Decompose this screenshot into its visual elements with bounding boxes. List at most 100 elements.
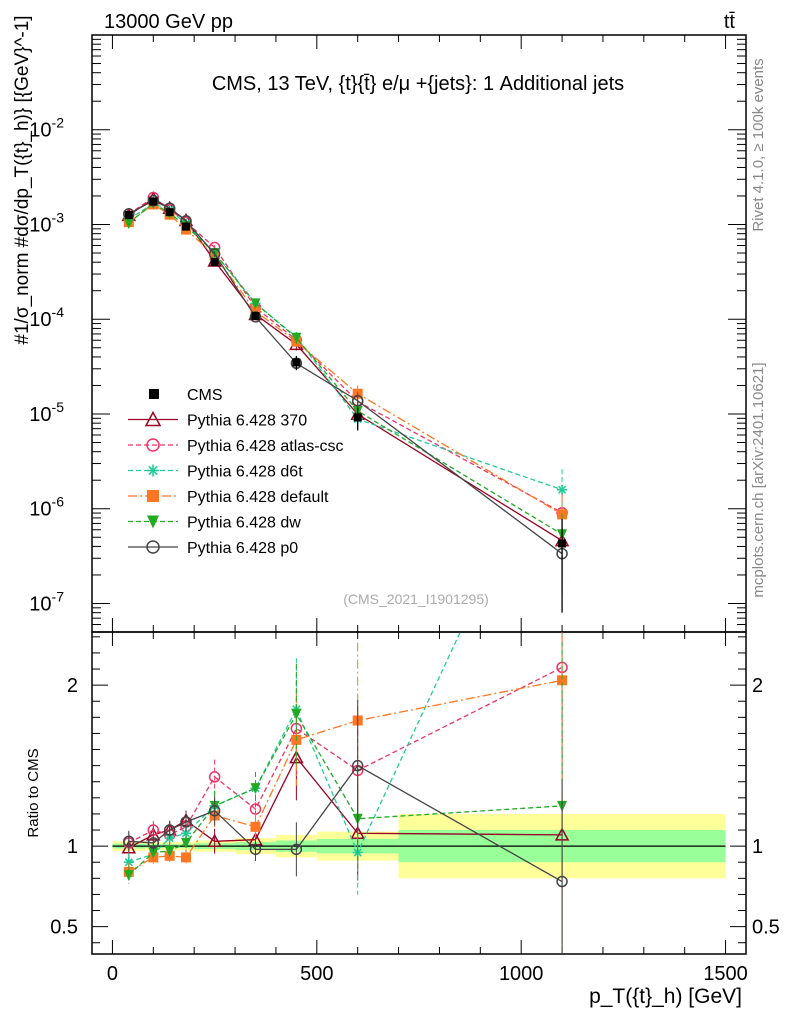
y-tick-label: 10-5 (29, 399, 64, 426)
legend-item: Pythia 6.428 p0 (128, 540, 298, 557)
x-tick-label: 1000 (499, 963, 544, 985)
ratio-point (250, 821, 261, 832)
ratio-point (164, 845, 175, 857)
legend-item: Pythia 6.428 default (128, 489, 329, 506)
circle-marker (351, 759, 364, 772)
ratio-panel-series (121, 408, 570, 954)
legend-label: CMS (187, 387, 223, 404)
ratio-point (180, 816, 192, 828)
ratio-tick-label: 2 (67, 675, 78, 697)
analysis-watermark: (CMS_2021_I1901295) (343, 591, 489, 607)
data-point (292, 358, 301, 367)
ratio-point (147, 837, 160, 849)
data-marker (149, 197, 158, 206)
mc-point (250, 298, 261, 310)
triangle-down-marker (123, 870, 134, 882)
axis-ticks: 0 500 1000 1500 10-2 10-3 10-4 10-5 10-6 10-7 0.5 0… (29, 34, 780, 985)
rivet-version-label: Rivet 4.1.0, ≥ 100k events (750, 58, 767, 231)
x-axis-label: p_T({t}_h) [GeV] (589, 985, 742, 1008)
circle-marker (208, 771, 221, 783)
ratio-point (123, 835, 135, 848)
data-point (149, 197, 158, 206)
legend-marker (146, 438, 160, 452)
circle-marker (249, 843, 262, 856)
triangle-marker (144, 410, 162, 427)
triangle-down-marker (164, 845, 175, 857)
ratio-point (291, 709, 302, 721)
y-tick-label: 10-6 (29, 494, 64, 521)
ratio-point (249, 843, 262, 856)
ratio-point (207, 833, 222, 848)
ratio-point (250, 783, 261, 795)
triangle-down-marker (250, 298, 261, 310)
circle-marker (556, 875, 568, 888)
ratio-point (208, 804, 221, 817)
legend-label: Pythia 6.428 atlas-csc (187, 438, 344, 455)
circle-marker (146, 438, 160, 452)
data-marker (124, 210, 133, 219)
circle-marker (180, 816, 192, 828)
square-marker (250, 821, 261, 832)
mc-point (291, 332, 302, 344)
ratio-panel-frame (91, 631, 747, 955)
ratio-point (557, 408, 567, 418)
legend-item: Pythia 6.428 d6t (128, 464, 303, 481)
data-marker (292, 358, 301, 367)
triangle-down-marker (250, 783, 261, 795)
star-marker-stroke (559, 410, 566, 417)
triangle-marker (207, 833, 222, 848)
square-marker (147, 490, 159, 502)
circle-marker (146, 540, 160, 554)
legend-label: Pythia 6.428 d6t (187, 464, 303, 481)
ratio-point (351, 759, 364, 772)
data-marker (251, 312, 260, 321)
legend-label: Pythia 6.428 default (187, 489, 329, 506)
legend-item: CMS (149, 387, 223, 404)
beam-label: 13000 GeV pp (104, 11, 233, 33)
y-tick-label: 10-4 (29, 304, 64, 331)
triangle-down-marker (147, 515, 159, 529)
y-tick-label: 10-2 (29, 115, 64, 142)
mcplots-source-label: mcplots.cern.ch [arXiv:2401.10621] (750, 362, 767, 597)
main-panel-series (121, 191, 570, 613)
circle-marker (290, 843, 303, 856)
data-point (165, 208, 174, 217)
triangle-down-marker (291, 332, 302, 344)
legend-marker (147, 464, 159, 477)
triangle-down-marker (181, 837, 192, 849)
ratio-point (181, 852, 192, 863)
legend-data-marker (149, 389, 159, 399)
legend-label: Pythia 6.428 dw (187, 515, 301, 532)
square-marker (557, 675, 568, 686)
process-label: tt̄ (724, 11, 736, 33)
data-marker (182, 222, 191, 231)
circle-marker (163, 824, 176, 836)
circle-marker (123, 835, 135, 848)
legend-marker (146, 540, 160, 554)
triangle-down-marker (148, 847, 159, 859)
data-marker (165, 208, 174, 217)
star-marker-stroke (557, 485, 567, 494)
square-marker (181, 852, 192, 863)
y-axis-label: #1/σ_norm #dσ/dp_T({t}_h)} [{GeV}^-1] (12, 15, 33, 344)
ratio-point (163, 824, 176, 836)
ratio-uncertainty-bands (112, 813, 726, 879)
ratio-series-line (128, 679, 563, 873)
data-point (353, 413, 362, 422)
circle-marker (208, 804, 221, 817)
legend-label: Pythia 6.428 370 (187, 413, 307, 430)
mc-point (147, 194, 160, 207)
mc-point (557, 484, 568, 495)
circle-marker (351, 394, 364, 407)
legend-marker (147, 490, 159, 502)
data-point (251, 312, 260, 321)
star-marker-stroke (181, 829, 191, 838)
star-marker-stroke (148, 465, 158, 476)
ratio-tick-label-right: 2 (752, 675, 763, 697)
mc-series-line (128, 202, 563, 535)
x-tick-label: 1500 (703, 963, 748, 985)
triangle-down-marker (123, 218, 134, 230)
ratio-point (123, 870, 134, 882)
y-tick-label: 10-7 (29, 588, 64, 615)
